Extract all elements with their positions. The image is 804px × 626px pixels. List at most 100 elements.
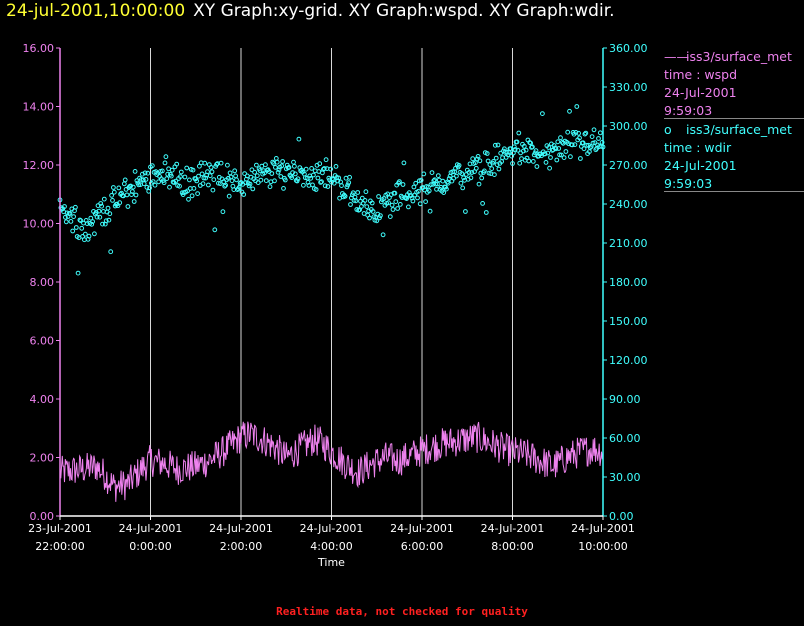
wdir-point [348,202,353,207]
x-tick-label: 4:00:00 [310,540,352,553]
wdir-point [386,200,391,206]
wdir-point [303,166,309,172]
legend-circle-icon: o [664,122,672,137]
wdir-point [517,160,523,166]
wdir-point [212,227,218,233]
wdir-point [147,185,153,191]
x-tick-label: 8:00:00 [491,540,533,553]
wdir-point [336,175,342,181]
wdir-point [556,146,562,151]
x-tick-label: 0:00:00 [129,540,171,553]
wdir-point [173,178,179,184]
wdir-point [189,193,195,199]
wdir-point [563,149,569,154]
wdir-point [165,171,171,177]
wdir-point [463,209,468,214]
wdir-point [555,139,561,145]
wdir-point [186,196,191,202]
wdir-point [416,188,421,194]
wdir-point [456,163,462,168]
wdir-point [241,192,247,197]
wdir-point [592,140,598,146]
wdir-point [79,225,85,231]
wdir-point [433,181,439,187]
wdir-point [202,160,208,166]
wdir-point [363,189,369,195]
wdir-point [292,171,298,177]
wdir-point [310,182,315,188]
wdir-point [226,193,232,199]
wdir-point [82,231,88,237]
wdir-point [540,111,545,116]
x-tick-label: 24-Jul-2001 [390,522,454,535]
wdir-point [222,183,228,189]
right-tick-label: 210.00 [609,237,648,250]
x-axis-labels: 23-Jul-2001 22:00:00 24-Jul-2001 0:00:00 24-… [28,522,635,569]
wdir-point [281,186,286,191]
wdir-point [185,188,191,194]
wdir-point [458,180,464,186]
wdir-point [190,167,196,173]
wdir-point [208,165,214,170]
wdir-point [134,178,140,184]
wdir-point [596,136,601,141]
wdir-point [557,152,562,158]
wdir-point [569,142,575,148]
wdir-point [378,213,383,219]
wdir-point [88,215,94,221]
wdir-point [227,170,233,176]
wdir-point [252,169,258,175]
wdir-point [97,214,103,220]
right-tick-label: 60.00 [609,432,641,445]
wdir-point [478,170,484,176]
wdir-point [545,150,551,156]
wdir-point [237,180,243,186]
wdir-point [376,194,382,199]
wdir-point [339,183,344,189]
wdir-point [199,171,205,177]
right-tick-label: 300.00 [609,120,648,133]
wdir-point [89,221,95,227]
wdir-point [117,200,123,206]
wdir-point [98,201,104,206]
right-tick-label: 30.00 [609,471,641,484]
wdir-point [309,166,315,171]
wdir-point [473,165,479,171]
wdir-point [177,183,182,189]
grid-lines [150,48,513,516]
wdir-point [397,179,402,185]
wdir-point [511,150,516,156]
wdir-point [572,142,578,148]
wdir-point [105,205,111,211]
wdir-point [511,144,517,150]
wdir-point [254,162,259,168]
wdir-point [460,185,466,191]
wdir-point [156,179,162,185]
wdir-point [395,206,401,211]
wdir-point [565,129,571,135]
x-tick-label: 24-Jul-2001 [571,522,635,535]
wdir-point [489,166,495,172]
wdir-point [421,171,427,177]
wdir-point [67,211,73,216]
wdir-point [200,181,206,187]
wdir-point [292,163,297,169]
wdir-point [370,209,376,214]
wdir-point [333,164,339,169]
wdir-point [195,191,201,197]
wdir-point [512,147,518,152]
wdir-point [476,181,482,187]
wdir-point [580,140,586,146]
wdir-point [567,108,572,114]
wdir-point [295,176,301,182]
quality-warning: Realtime data, not checked for quality [276,605,528,618]
wdir-point [573,130,579,135]
wdir-point [578,156,583,161]
wdir-point [130,184,136,190]
wdir-point [111,185,116,190]
wdir-point [262,170,267,176]
legend-field: time : wdir [664,140,732,155]
wdir-point [350,190,356,196]
wdir-point [533,148,539,154]
wdir-point [515,147,521,153]
